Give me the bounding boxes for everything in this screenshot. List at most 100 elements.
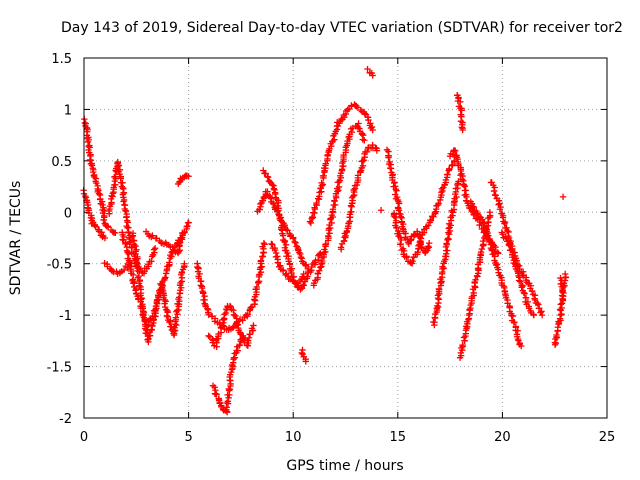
data-point xyxy=(167,251,174,259)
data-point xyxy=(507,246,515,254)
data-point xyxy=(271,246,279,254)
data-point xyxy=(350,186,357,194)
x-tick-label: 20 xyxy=(494,430,511,445)
data-point xyxy=(104,223,112,231)
data-point xyxy=(246,331,254,338)
data-point xyxy=(510,319,517,326)
data-point xyxy=(358,130,366,138)
data-point xyxy=(166,318,173,326)
data-point xyxy=(317,250,324,257)
data-point xyxy=(518,284,525,291)
data-point xyxy=(122,240,129,248)
data-point xyxy=(123,214,130,221)
data-point xyxy=(558,310,565,318)
data-point xyxy=(239,332,247,339)
data-point xyxy=(279,267,287,274)
data-point xyxy=(131,243,139,250)
data-point xyxy=(452,147,459,155)
data-point xyxy=(162,274,169,281)
data-point xyxy=(373,147,381,154)
data-point xyxy=(369,126,376,134)
data-point xyxy=(450,146,458,154)
data-point xyxy=(309,213,316,221)
data-point xyxy=(326,224,334,232)
data-point xyxy=(258,263,265,270)
data-point xyxy=(554,324,562,331)
x-tick-label: 15 xyxy=(390,430,407,445)
data-point xyxy=(328,219,335,227)
data-point xyxy=(445,231,453,238)
data-point xyxy=(88,162,96,169)
data-point xyxy=(515,277,523,284)
data-point xyxy=(486,237,494,244)
data-point xyxy=(444,235,452,242)
data-point xyxy=(148,233,155,241)
x-axis-label: GPS time / hours xyxy=(286,458,403,474)
data-point xyxy=(281,238,288,246)
data-point xyxy=(181,260,188,267)
data-point xyxy=(270,200,278,208)
data-point xyxy=(395,200,403,207)
data-point xyxy=(318,179,325,187)
data-point xyxy=(125,250,132,258)
data-point xyxy=(138,295,146,302)
x-tick-label: 10 xyxy=(285,430,302,445)
data-point xyxy=(179,229,186,237)
data-point xyxy=(224,398,232,405)
data-point xyxy=(132,287,139,294)
data-point xyxy=(172,314,180,321)
plot-frame xyxy=(83,57,608,419)
data-point xyxy=(359,157,366,165)
y-tick-label: 0 xyxy=(64,206,72,221)
data-point xyxy=(225,394,232,402)
y-tick-label: -1.5 xyxy=(47,361,72,376)
data-point xyxy=(166,259,173,266)
y-tick-label: 0.5 xyxy=(51,155,72,170)
data-point xyxy=(185,219,192,226)
data-point xyxy=(244,311,251,318)
data-point xyxy=(151,245,159,252)
data-point xyxy=(112,173,119,180)
data-point xyxy=(349,193,357,200)
data-point xyxy=(365,116,372,124)
data-point xyxy=(112,229,119,237)
data-point xyxy=(488,247,496,254)
data-point xyxy=(363,148,371,156)
data-point xyxy=(329,206,337,213)
data-point xyxy=(316,267,323,274)
data-point xyxy=(109,190,116,197)
data-points xyxy=(80,65,570,416)
data-point xyxy=(176,240,183,248)
data-point xyxy=(282,241,290,249)
data-point xyxy=(470,203,478,211)
data-point xyxy=(559,296,567,303)
data-point xyxy=(145,335,152,343)
data-point xyxy=(119,179,126,186)
data-point xyxy=(177,234,184,242)
data-point xyxy=(492,192,499,199)
data-point xyxy=(528,288,536,295)
data-point xyxy=(230,311,238,319)
y-tick-label: -2 xyxy=(59,412,72,427)
data-point xyxy=(561,270,569,278)
data-point xyxy=(259,253,266,260)
data-point xyxy=(521,290,528,297)
data-point xyxy=(425,239,433,247)
data-point xyxy=(150,246,158,253)
data-point xyxy=(458,344,465,352)
data-point xyxy=(337,244,345,251)
data-point xyxy=(553,331,560,339)
data-point xyxy=(275,199,282,206)
data-point xyxy=(368,123,376,131)
data-point xyxy=(459,126,466,134)
data-point xyxy=(129,233,136,240)
data-point xyxy=(291,238,298,246)
data-point xyxy=(459,341,466,349)
data-point xyxy=(134,255,141,262)
data-point xyxy=(120,266,128,274)
data-point xyxy=(136,282,143,289)
data-point xyxy=(435,296,442,303)
data-point xyxy=(496,200,503,207)
data-point xyxy=(451,157,458,165)
data-point xyxy=(278,226,285,233)
